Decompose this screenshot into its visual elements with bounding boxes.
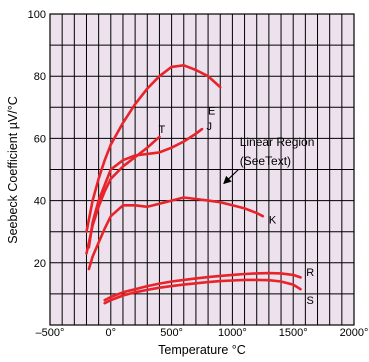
x-axis-title: Temperature °C xyxy=(158,343,246,357)
x-tick-label: 1500° xyxy=(279,327,308,339)
curve-label-k: K xyxy=(269,214,277,226)
curve-label-t: T xyxy=(159,124,166,136)
y-axis-title: Seebeck Coefficient µV/°C xyxy=(6,96,20,243)
y-tick-label: 20 xyxy=(34,258,46,270)
series-line-s xyxy=(103,278,302,305)
plot-frame xyxy=(49,13,355,326)
x-tick-label: –500° xyxy=(36,327,65,339)
curve-label-s: S xyxy=(307,295,314,307)
series-line-k xyxy=(87,196,265,271)
y-axis-ticks: 20 40 60 80 100 xyxy=(28,9,46,270)
series-line-j xyxy=(87,127,204,249)
series-group xyxy=(85,64,302,305)
series-line-r xyxy=(103,271,302,302)
x-tick-label: 1000° xyxy=(218,327,247,339)
x-tick-label: 0° xyxy=(106,327,117,339)
curve-labels: E T J K R S xyxy=(159,105,315,307)
y-tick-label: 80 xyxy=(34,71,46,83)
annotation-text-line-1: Linear Region xyxy=(240,135,315,149)
x-tick-label: 2000° xyxy=(340,327,369,339)
linear-region-annotation: Linear Region (SeeText) xyxy=(223,135,315,185)
y-tick-label: 40 xyxy=(34,196,46,208)
curve-label-e: E xyxy=(208,105,215,117)
grid xyxy=(50,14,354,325)
annotation-arrow xyxy=(223,169,239,185)
y-tick-label: 100 xyxy=(28,9,46,21)
series-line-e xyxy=(85,64,222,233)
curve-label-r: R xyxy=(306,267,314,279)
x-axis-ticks: –500° 0° 500° 1000° 1500° 2000° xyxy=(36,327,369,339)
x-tick-label: 500° xyxy=(160,327,183,339)
curve-label-j: J xyxy=(207,121,213,133)
y-tick-label: 60 xyxy=(34,133,46,145)
annotation-text-line-2: (SeeText) xyxy=(240,154,291,168)
